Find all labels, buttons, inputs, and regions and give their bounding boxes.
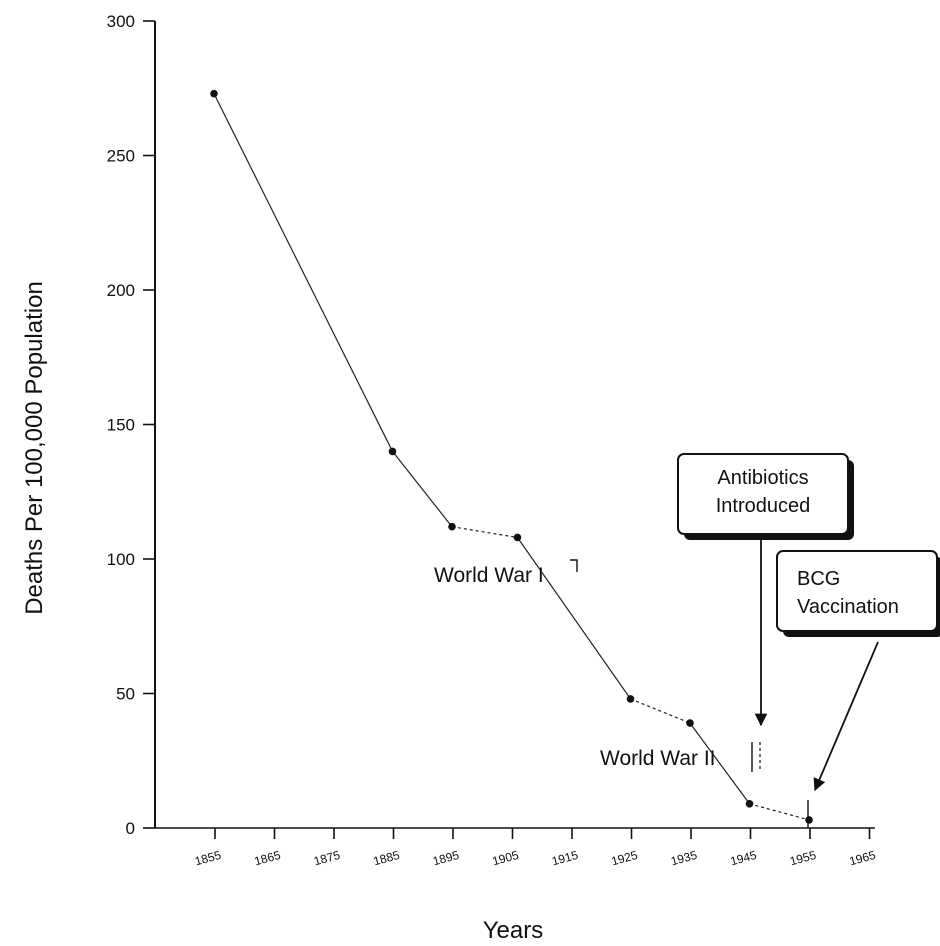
series-segment xyxy=(749,803,810,821)
world-war-1-bracket xyxy=(570,559,578,572)
x-tick-label: 1955 xyxy=(788,848,818,869)
y-tick-label: 200 xyxy=(107,281,135,300)
chart-annotations: World War I World War II Antibiotics Intr… xyxy=(434,453,940,828)
data-point xyxy=(210,89,218,98)
series-segment xyxy=(451,526,518,539)
data-point xyxy=(448,522,456,531)
data-point xyxy=(686,719,694,727)
series-segment xyxy=(630,698,691,724)
x-tick-label: 1915 xyxy=(550,848,580,869)
x-tick-label: 1905 xyxy=(491,848,521,869)
callout-line: Antibiotics xyxy=(717,467,808,489)
callout-box xyxy=(677,453,849,535)
series-segment xyxy=(516,537,631,700)
callout-line: Vaccination xyxy=(797,596,899,618)
callout-line: Introduced xyxy=(716,495,811,517)
data-point xyxy=(513,533,522,542)
series-segment xyxy=(392,451,453,528)
x-tick-label: 1885 xyxy=(372,848,402,869)
x-tick-label: 1865 xyxy=(253,848,283,869)
data-point xyxy=(388,447,397,456)
x-tick-label: 1925 xyxy=(610,848,640,869)
callout-box xyxy=(776,550,938,632)
x-tick-label: 1855 xyxy=(193,848,223,869)
x-tick-label: 1935 xyxy=(669,848,699,869)
annotation-world-war-2: World War II xyxy=(600,747,716,770)
callout-line: BCG xyxy=(797,568,840,590)
y-axis-ticks: 0 50 100 150 200 250 300 xyxy=(107,12,155,838)
x-axis-ticks: 1855 1865 1875 1885 1895 1905 1915 1925 1935 1945… xyxy=(193,828,877,868)
series-segment xyxy=(213,93,394,452)
y-tick-label: 0 xyxy=(126,819,135,838)
data-point xyxy=(626,695,635,703)
y-tick-label: 300 xyxy=(107,12,135,31)
chart-axes xyxy=(154,21,875,829)
x-tick-label: 1875 xyxy=(312,848,342,869)
x-tick-label: 1965 xyxy=(848,848,878,869)
data-point xyxy=(805,816,813,824)
callout-bcg-vaccination: BCG Vaccination xyxy=(776,550,940,828)
y-axis-title: Deaths Per 100,000 Population xyxy=(21,281,48,615)
series-segment xyxy=(689,722,750,805)
y-tick-label: 150 xyxy=(107,416,135,435)
y-tick-label: 100 xyxy=(107,550,135,569)
callout-arrow xyxy=(813,641,879,792)
callout-antibiotics: Antibiotics Introduced xyxy=(677,453,854,727)
x-tick-label: 1945 xyxy=(729,848,759,869)
data-point xyxy=(745,799,754,808)
annotation-world-war-1: World War I xyxy=(434,564,544,587)
y-tick-label: 250 xyxy=(107,147,135,166)
y-tick-label: 50 xyxy=(116,685,135,704)
x-axis-title: Years xyxy=(483,917,544,944)
x-tick-label: 1895 xyxy=(431,848,461,869)
chart-series xyxy=(210,89,813,824)
